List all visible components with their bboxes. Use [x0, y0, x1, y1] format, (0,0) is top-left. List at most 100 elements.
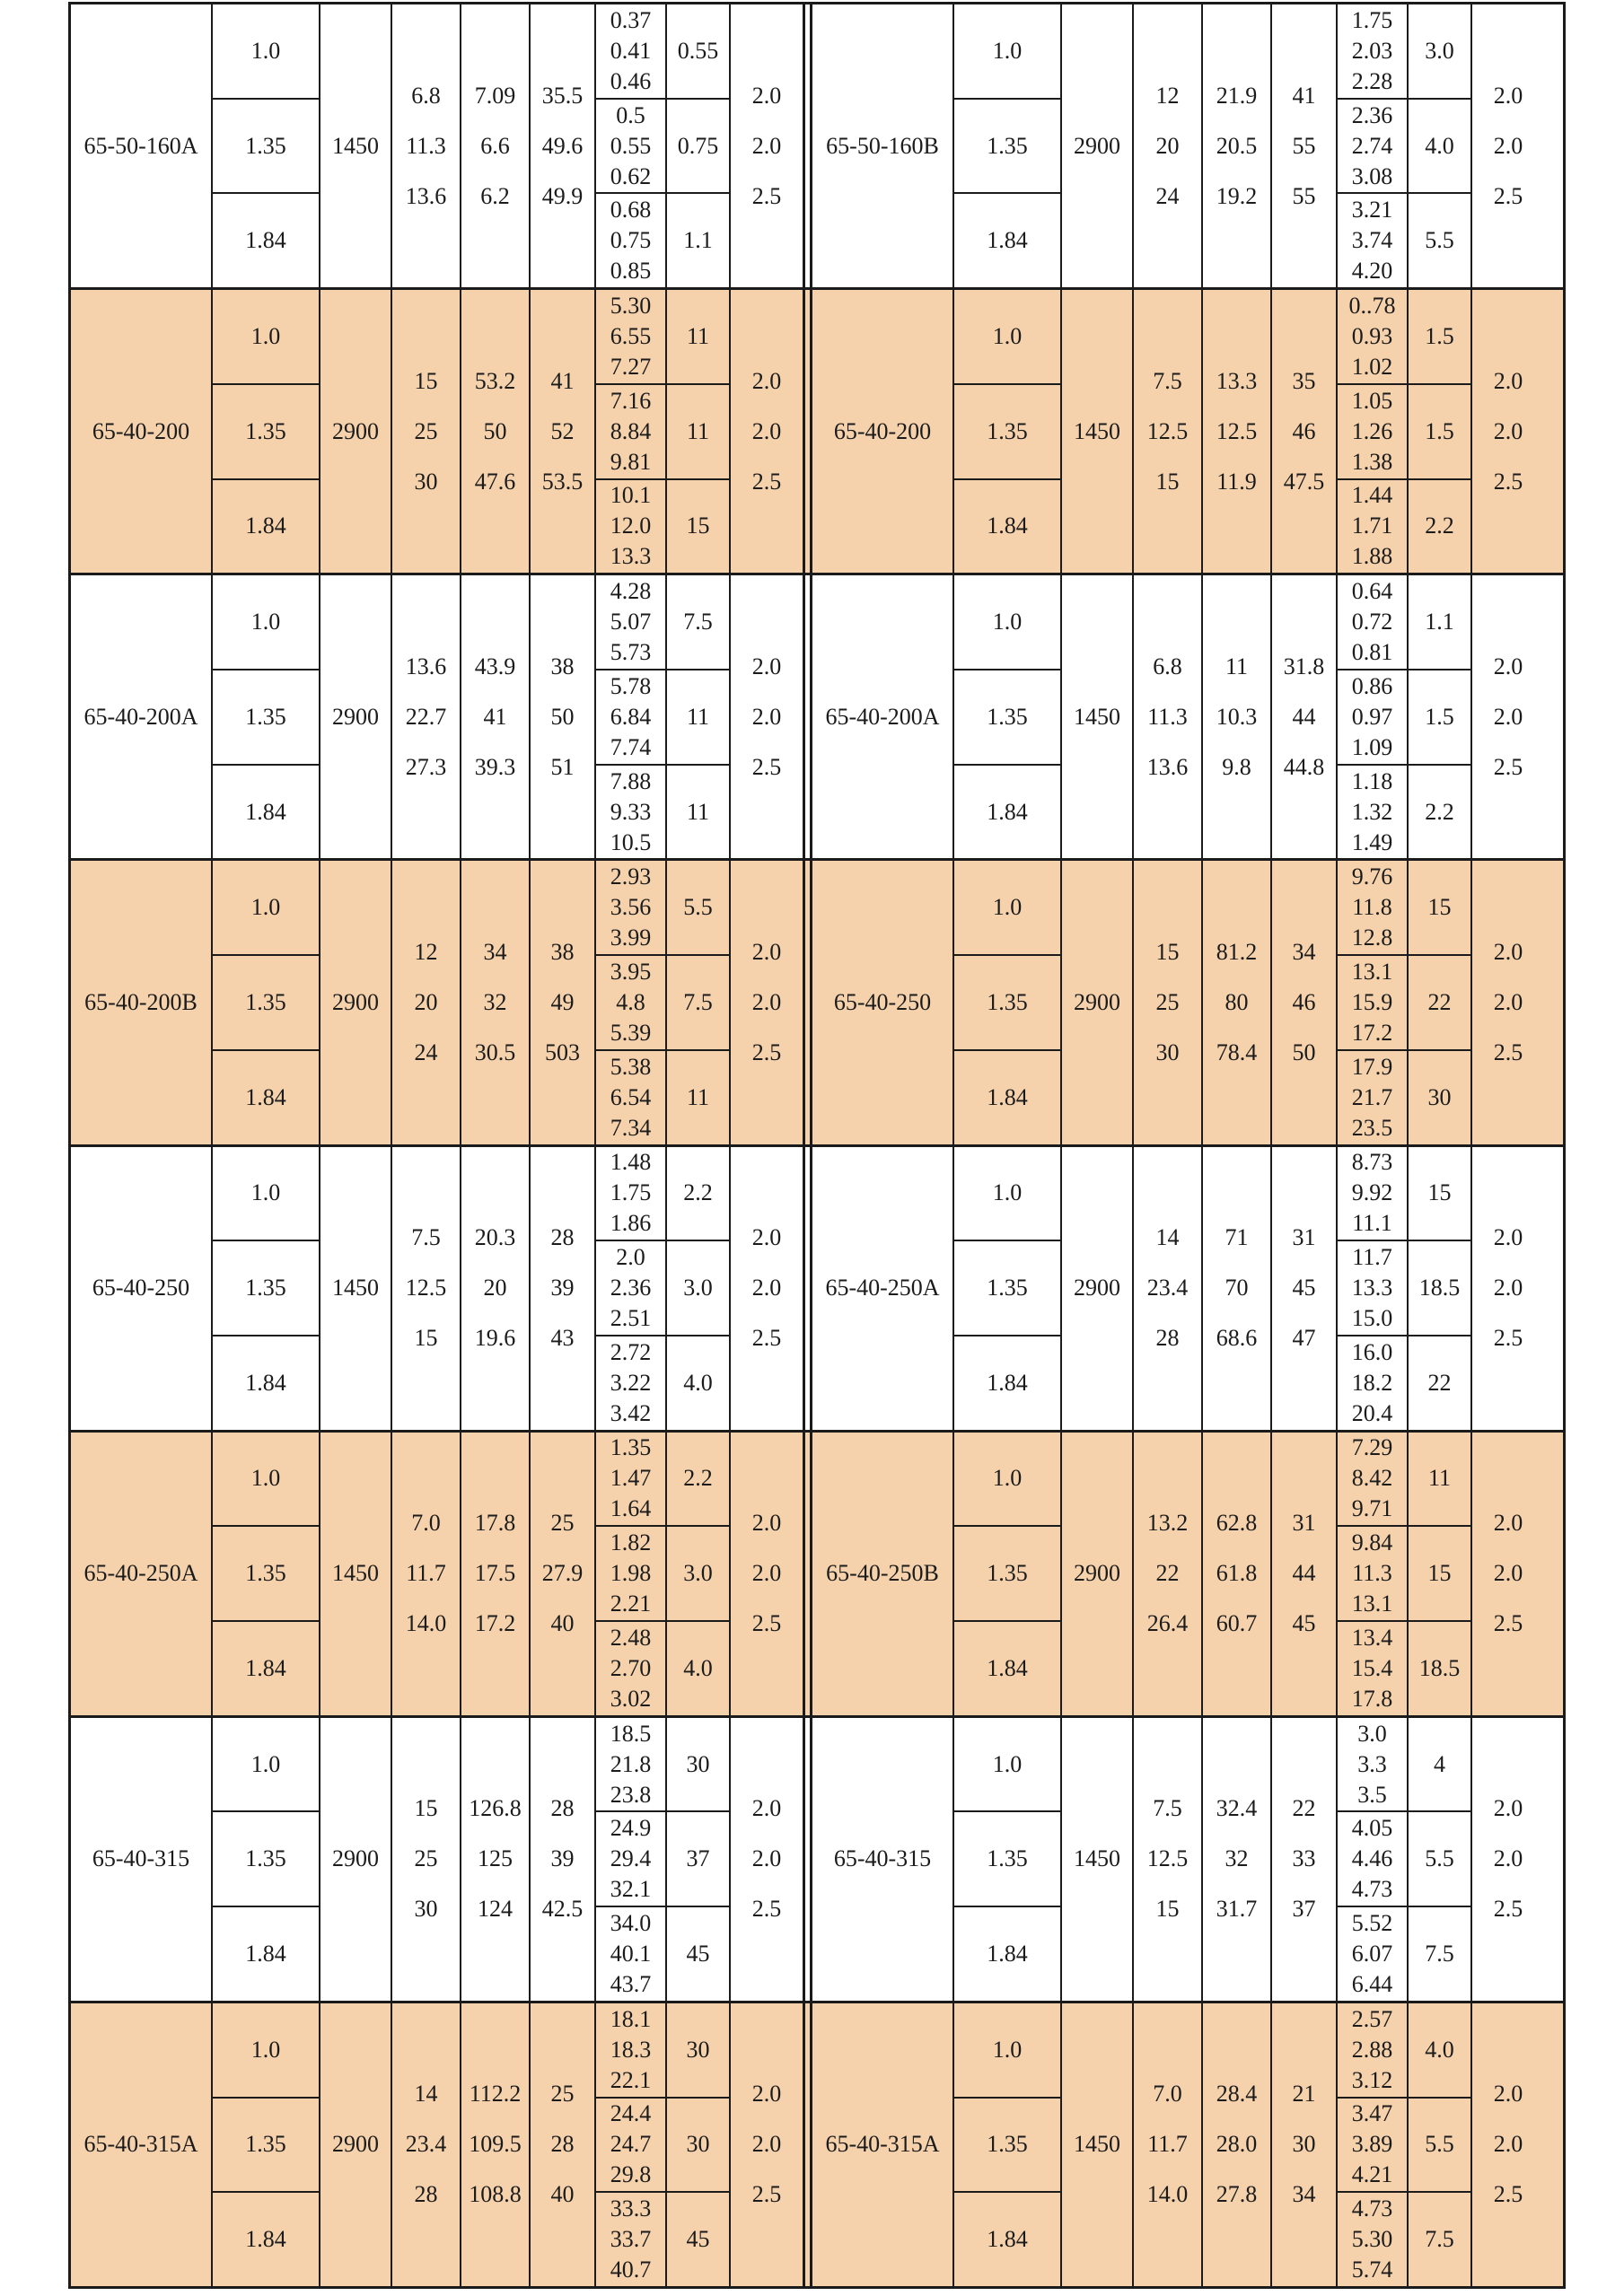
speed-column: 2900	[320, 575, 392, 859]
model-cell: 65-40-315A	[825, 2131, 940, 2158]
grade-value: 2.0	[1493, 2131, 1523, 2158]
grade-value: 2.0	[751, 1275, 782, 1301]
eff-value: 34	[1292, 2181, 1316, 2208]
flow-value: 23.4	[1146, 1275, 1189, 1301]
row-group: 65-40-315 1.0 1.35 1.84 2900 15 25 30 126.8 125 12…	[71, 1717, 1563, 2003]
flow-stack: 15 25 30	[392, 290, 460, 573]
power-cell: 1.75 2.03 2.28	[1338, 4, 1407, 100]
speed-column: 2900	[1062, 1146, 1134, 1430]
power-cell: 3.95 4.8 5.39	[596, 956, 665, 1051]
speed-column: 1450	[320, 4, 392, 288]
ratio-column: 1.0 1.35 1.84	[954, 1717, 1062, 2001]
grade-value: 2.5	[751, 753, 782, 780]
ratio-cell: 1.84	[245, 1083, 286, 1110]
eff-value: 41	[1292, 82, 1316, 109]
motor-column: 5.5 7.5 11	[667, 861, 731, 1144]
row-group: 65-40-200B 1.0 1.35 1.84 2900 12 20 24 34 32 30.5 3…	[71, 861, 1563, 1147]
grade-column: 2.0 2.0 2.5	[1472, 1718, 1544, 2001]
power-cell: 4.73 5.30 5.74	[1338, 2193, 1407, 2286]
eff-value: 46	[1292, 417, 1316, 444]
head-stack: 71 70 68.6	[1203, 1147, 1270, 1430]
power-value: 43.7	[610, 1971, 652, 1997]
power-value: 4.20	[1351, 258, 1393, 285]
row-group: 65-50-160A 1.0 1.35 1.84 1450 6.8 11.3 13.6 7.09…	[71, 4, 1563, 291]
power-value: 7.29	[1351, 1434, 1393, 1461]
motor-cell: 11	[667, 670, 729, 766]
eff-value: 49.9	[541, 182, 584, 209]
power-value: 3.99	[610, 925, 652, 951]
right-half: 65-40-250 1.0 1.35 1.84 2900 15 25 30 81.2 80 78.4…	[812, 861, 1544, 1144]
motor-cell: 18.5	[1418, 1654, 1461, 1681]
eff-column: 25 28 40	[531, 2002, 596, 2286]
eff-value: 40	[550, 1610, 575, 1637]
power-value: 1.71	[1351, 513, 1393, 539]
flow-value: 15	[414, 1325, 438, 1352]
head-value: 10.3	[1216, 703, 1258, 730]
model-cell: 65-40-250	[92, 1275, 190, 1301]
speed-cell: 2900	[1074, 988, 1120, 1015]
model-cell: 65-40-200A	[83, 703, 198, 730]
power-value: 17.8	[1351, 1685, 1393, 1712]
power-value: 2.70	[610, 1654, 652, 1681]
power-cell: 0..78 0.93 1.02	[1338, 290, 1407, 385]
head-column: 81.2 80 78.4	[1203, 861, 1272, 1144]
speed-cell: 2900	[332, 703, 379, 730]
flow-value: 22	[1155, 1560, 1180, 1587]
head-column: 53.2 50 47.6	[461, 290, 531, 574]
flow-column: 7.0 11.7 14.0	[392, 1432, 461, 1715]
flow-column: 12 20 24	[1134, 4, 1203, 288]
eff-stack: 41 55 55	[1272, 4, 1336, 287]
speed-column: 2900	[320, 1717, 392, 2001]
head-column: 7.09 6.6 6.2	[461, 4, 531, 288]
power-column: 4.28 5.07 5.73 5.78 6.84 7.74 7.88 9.33 10.5	[596, 575, 667, 859]
motor-cell: 4.0	[683, 1654, 713, 1681]
power-value: 1.98	[610, 1560, 652, 1587]
power-value: 4.73	[1351, 1876, 1393, 1903]
power-value: 3.22	[610, 1369, 652, 1396]
eff-value: 39	[550, 1275, 575, 1301]
flow-value: 15	[1155, 468, 1180, 495]
speed-cell: 1450	[1074, 703, 1120, 730]
ratio-cell: 1.35	[213, 670, 319, 766]
ratio-cell: 1.0	[213, 290, 319, 385]
left-half: 65-40-315 1.0 1.35 1.84 2900 15 25 30 126.8 125 12…	[71, 1717, 803, 2001]
motor-column: 1.5 1.5 2.2	[1409, 290, 1472, 574]
flow-column: 13.6 22.7 27.3	[392, 575, 461, 859]
head-value: 11.9	[1216, 468, 1257, 495]
half-divider	[803, 4, 812, 288]
head-column: 28.4 28.0 27.8	[1203, 2002, 1272, 2286]
ratio-cell: 1.35	[213, 1527, 319, 1623]
motor-cell: 1.1	[1409, 575, 1470, 670]
head-stack: 53.2 50 47.6	[461, 290, 529, 573]
power-cell: 0.64 0.72 0.81	[1338, 575, 1407, 670]
model-column: 65-40-250A	[812, 1146, 954, 1430]
grade-column: 2.0 2.0 2.5	[731, 1718, 803, 2001]
flow-stack: 13.6 22.7 27.3	[392, 575, 460, 858]
ratio-cell: 1.35	[213, 385, 319, 480]
flow-value: 14	[414, 2081, 438, 2108]
head-value: 124	[478, 1896, 513, 1923]
motor-column: 0.55 0.75 1.1	[667, 4, 731, 288]
speed-column: 1450	[1062, 2002, 1134, 2286]
motor-cell: 22	[1427, 1369, 1452, 1396]
eff-value: 40	[550, 2181, 575, 2208]
grade-column: 2.0 2.0 2.5	[731, 861, 803, 1144]
power-value: 15.4	[1351, 1654, 1393, 1681]
head-value: 68.6	[1216, 1325, 1258, 1352]
head-value: 32	[483, 988, 507, 1015]
power-value: 3.3	[1357, 1750, 1387, 1777]
power-value: 3.08	[1351, 162, 1393, 189]
power-cell: 5.38 6.54 7.34	[596, 1051, 665, 1144]
left-half: 65-40-315A 1.0 1.35 1.84 2900 14 23.4 28 112.2 10…	[71, 2002, 803, 2286]
head-value: 20	[483, 1275, 507, 1301]
ratio-cell: 1.84	[987, 513, 1028, 539]
power-value: 2.0	[616, 1244, 645, 1271]
ratio-column: 1.0 1.35 1.84	[213, 1146, 320, 1430]
power-column: 0.64 0.72 0.81 0.86 0.97 1.09 1.18 1.32 1.49	[1338, 575, 1409, 859]
motor-column: 1.1 1.5 2.2	[1409, 575, 1472, 859]
flow-value: 7.0	[411, 1510, 441, 1537]
power-value: 29.4	[610, 1845, 652, 1872]
power-value: 11.3	[1352, 1560, 1392, 1587]
flow-value: 24	[1155, 182, 1180, 209]
power-value: 4.8	[616, 988, 645, 1015]
